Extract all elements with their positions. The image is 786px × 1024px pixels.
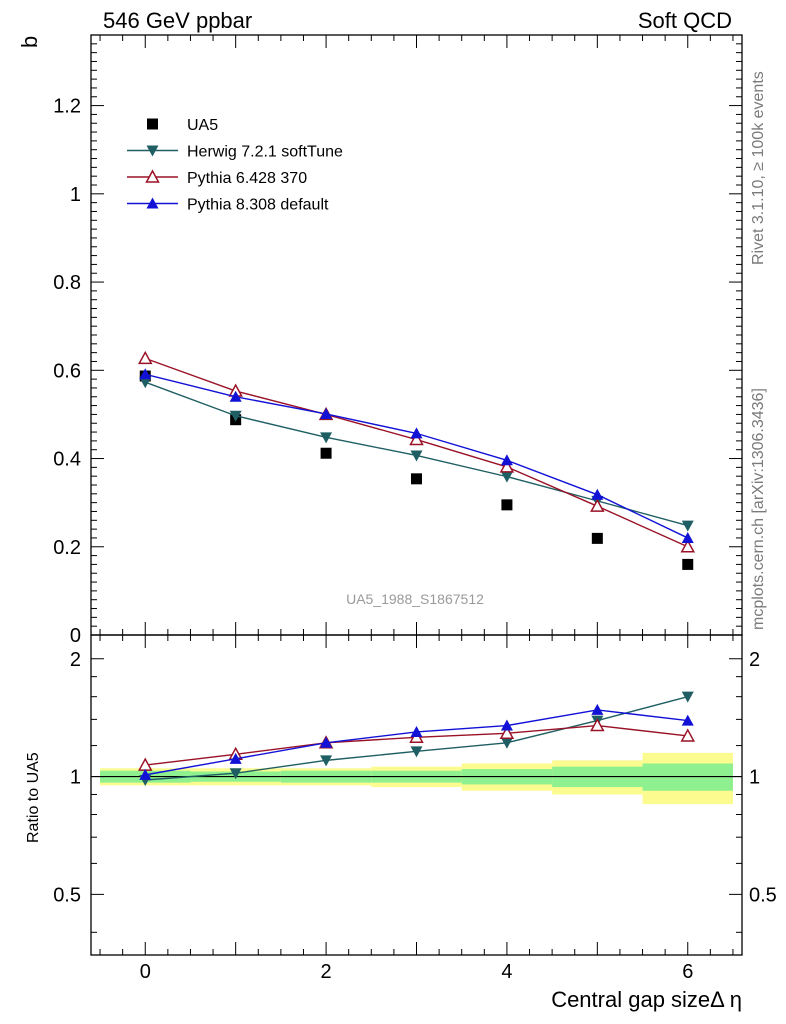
header-left-title: 546 GeV ppbar <box>103 8 252 33</box>
main-y-tick-label: 1 <box>70 184 81 206</box>
x-tick-label: 0 <box>140 961 151 983</box>
main-y-tick-label: 0.8 <box>53 272 81 294</box>
main-point-pythia-8-308-default <box>410 427 423 439</box>
ratio-point-pythia-8-308-default <box>681 714 694 726</box>
x-tick-label: 4 <box>501 961 512 983</box>
main-point-pythia-6-428-370 <box>409 431 424 446</box>
main-point-pythia-8-308-default <box>229 390 242 402</box>
main-point-pythia-8-308-default <box>139 368 152 380</box>
legend-label: UA5 <box>187 117 218 134</box>
main-point-herwig-7-2-1-softtune <box>410 450 423 462</box>
main-point-pythia-6-428-370 <box>680 539 696 553</box>
main-point-ua5 <box>591 532 603 544</box>
legend-label: Herwig 7.2.1 softTune <box>187 144 343 161</box>
ratio-point-pythia-8-308-default <box>229 752 242 764</box>
main-ylabel: b <box>17 36 42 48</box>
legend-marker <box>145 169 160 183</box>
analysis-watermark: UA5_1988_S1867512 <box>346 591 484 607</box>
main-point-pythia-6-428-370 <box>590 498 605 512</box>
main-point-pythia-8-308-default <box>500 454 513 466</box>
legend-label: Pythia 6.428 370 <box>187 170 307 187</box>
series-layer <box>137 350 696 786</box>
main-point-pythia-8-308-default <box>320 407 333 419</box>
ratio-y-tick-label: 0.5 <box>53 884 81 906</box>
x-tick-label: 6 <box>682 961 693 983</box>
legend-marker <box>146 145 159 157</box>
legend: UA5 Herwig 7.2.1 softTune Pythia 6.428 370… <box>127 117 343 214</box>
ratio-point-herwig-7-2-1-softtune <box>229 768 242 780</box>
main-y-tick-label: 0.4 <box>53 449 81 471</box>
main-point-herwig-7-2-1-softtune <box>681 520 694 532</box>
main-point-pythia-8-308-default <box>591 488 604 500</box>
legend-marker <box>146 197 159 209</box>
main-point-pythia-8-308-default <box>681 531 694 543</box>
main-y-tick-label: 0 <box>70 625 81 647</box>
rivet-label: Rivet 3.1.10, ≥ 100k events <box>750 71 767 265</box>
ratio-point-herwig-7-2-1-softtune <box>320 755 333 767</box>
ratio-point-pythia-8-308-default <box>591 703 604 715</box>
ratio-point-pythia-6-428-370 <box>590 717 605 732</box>
ratio-y-tick-label-right: 1 <box>749 767 760 789</box>
main-point-ua5 <box>501 499 513 511</box>
ratio-point-pythia-8-308-default <box>320 736 333 748</box>
ratio-y-tick-label: 2 <box>70 649 81 671</box>
main-point-herwig-7-2-1-softtune <box>139 377 152 389</box>
ratio-y-tick-label: 1 <box>70 767 81 789</box>
frame-layer: 0 2 4 600.20.40.60.811.20.5 0.51 12 2 <box>53 34 777 983</box>
legend-marker <box>147 118 158 130</box>
main-y-tick-label: 1.2 <box>53 96 81 118</box>
ratio-ylabel: Ratio to UA5 <box>25 752 42 843</box>
mcplots-label: mcplots.cern.ch [arXiv:1306.3436] <box>750 388 767 630</box>
main-point-herwig-7-2-1-softtune <box>229 410 242 422</box>
main-point-pythia-6-428-370 <box>137 350 153 365</box>
ratio-y-tick-label-right: 2 <box>749 649 760 671</box>
ratio-point-herwig-7-2-1-softtune <box>681 691 694 703</box>
ratio-point-pythia-8-308-default <box>410 725 423 737</box>
ratio-point-pythia-6-428-370 <box>499 725 515 740</box>
main-point-herwig-7-2-1-softtune <box>500 471 513 483</box>
main-point-ua5 <box>682 558 694 570</box>
ratio-point-herwig-7-2-1-softtune <box>500 737 513 749</box>
ratio-point-pythia-6-428-370 <box>680 728 696 742</box>
ratio-point-pythia-8-308-default <box>500 719 513 731</box>
ratio-point-pythia-8-308-default <box>139 768 152 780</box>
main-point-pythia-6-428-370 <box>499 459 515 473</box>
main-y-tick-label: 0.2 <box>53 537 81 559</box>
ratio-point-herwig-7-2-1-softtune <box>410 746 423 758</box>
header-right-title: Soft QCD <box>638 8 732 33</box>
main-point-herwig-7-2-1-softtune <box>320 432 333 444</box>
main-point-ua5 <box>411 473 422 485</box>
x-tick-label: 2 <box>321 961 332 983</box>
ratio-xlabel: Central gap sizeΔ η <box>551 987 742 1012</box>
ratio-band-layer <box>91 752 742 805</box>
main-point-ua5 <box>320 447 332 459</box>
main-y-tick-label: 0.6 <box>53 360 81 382</box>
legend-label: Pythia 8.308 default <box>187 197 329 214</box>
ratio-y-tick-label-right: 0.5 <box>749 884 777 906</box>
